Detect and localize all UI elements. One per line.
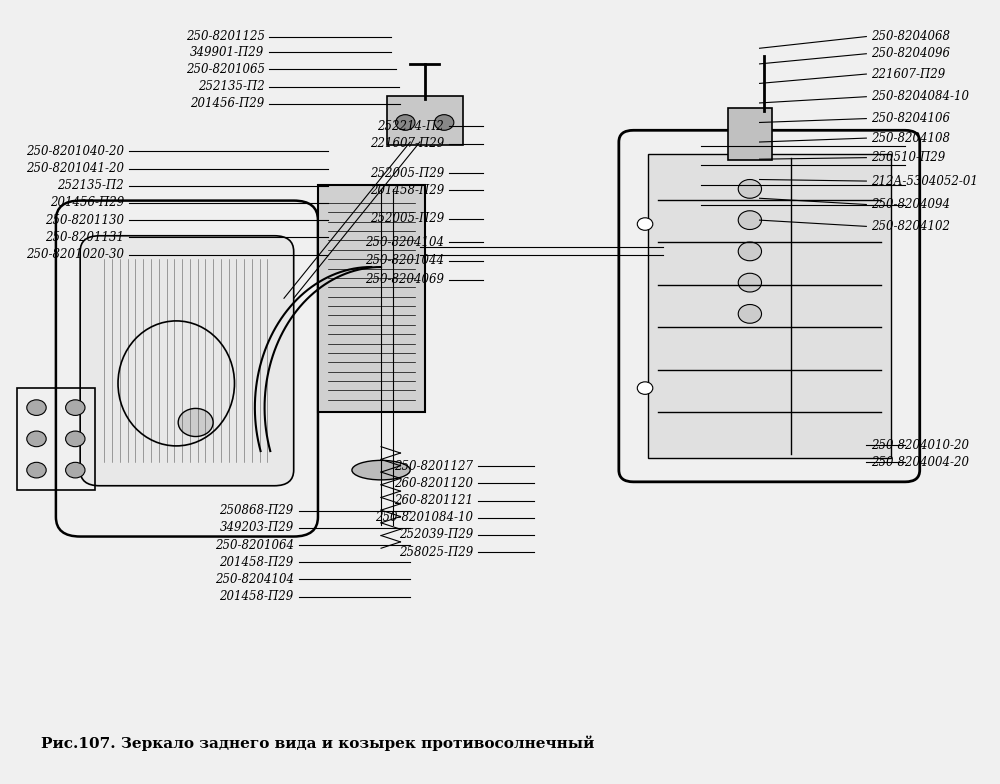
Text: 250-8204094: 250-8204094 <box>871 198 950 211</box>
Circle shape <box>738 242 762 261</box>
Text: 250-8201127: 250-8201127 <box>394 459 473 473</box>
Text: 201456-П29: 201456-П29 <box>190 97 265 111</box>
Text: 250-8201041-20: 250-8201041-20 <box>26 162 124 175</box>
Circle shape <box>396 114 415 130</box>
Text: 250-8201044: 250-8201044 <box>365 254 444 267</box>
Circle shape <box>66 463 85 478</box>
Text: 250510-П29: 250510-П29 <box>871 151 945 164</box>
Text: 250-8204108: 250-8204108 <box>871 132 950 144</box>
Text: 250-8204084-10: 250-8204084-10 <box>871 90 969 103</box>
Circle shape <box>738 211 762 230</box>
Text: 201458-П29: 201458-П29 <box>219 590 294 603</box>
Text: 201456-П29: 201456-П29 <box>50 197 124 209</box>
Text: 258025-П29: 258025-П29 <box>399 546 473 559</box>
Text: 250868-П29: 250868-П29 <box>219 504 294 517</box>
FancyBboxPatch shape <box>80 236 294 486</box>
Text: 250-8201125: 250-8201125 <box>186 30 265 43</box>
Text: 201458-П29: 201458-П29 <box>370 184 444 197</box>
Text: 250-8204096: 250-8204096 <box>871 47 950 60</box>
Text: 250-8201084-10: 250-8201084-10 <box>375 511 473 524</box>
Text: 260-8201121: 260-8201121 <box>394 494 473 507</box>
FancyBboxPatch shape <box>318 185 425 412</box>
Text: 349901-П29: 349901-П29 <box>190 45 265 59</box>
Circle shape <box>178 408 213 437</box>
Circle shape <box>738 274 762 292</box>
Text: 252214-П2: 252214-П2 <box>377 120 444 132</box>
Text: 250-8201130: 250-8201130 <box>45 213 124 227</box>
Text: 250-8204068: 250-8204068 <box>871 30 950 43</box>
Ellipse shape <box>352 460 410 480</box>
Circle shape <box>66 400 85 416</box>
Text: 250-8204010-20: 250-8204010-20 <box>871 438 969 452</box>
Text: 252005-П29: 252005-П29 <box>370 212 444 225</box>
Circle shape <box>27 431 46 447</box>
Circle shape <box>27 463 46 478</box>
Text: 250-8201064: 250-8201064 <box>215 539 294 552</box>
Text: 250-8204106: 250-8204106 <box>871 112 950 125</box>
Text: 221607-П29: 221607-П29 <box>370 137 444 150</box>
Text: 250-8201040-20: 250-8201040-20 <box>26 145 124 158</box>
Circle shape <box>738 180 762 198</box>
Circle shape <box>637 218 653 230</box>
Text: 250-8201131: 250-8201131 <box>45 230 124 244</box>
Text: 252135-П2: 252135-П2 <box>57 180 124 192</box>
Text: 221607-П29: 221607-П29 <box>871 67 945 81</box>
Text: 212А-5304052-01: 212А-5304052-01 <box>871 175 978 187</box>
Circle shape <box>637 382 653 394</box>
Circle shape <box>434 114 454 130</box>
Text: 250-8201020-30: 250-8201020-30 <box>26 248 124 261</box>
Text: 260-8201120: 260-8201120 <box>394 477 473 490</box>
Circle shape <box>66 431 85 447</box>
Text: 250-8204102: 250-8204102 <box>871 220 950 233</box>
Text: 250-8204069: 250-8204069 <box>365 273 444 286</box>
Text: 250-8204104: 250-8204104 <box>365 235 444 249</box>
FancyBboxPatch shape <box>648 154 891 459</box>
Text: 250-8204004-20: 250-8204004-20 <box>871 456 969 469</box>
Text: 250-8201065: 250-8201065 <box>186 63 265 76</box>
Text: 250-8204104: 250-8204104 <box>215 573 294 586</box>
Text: 201458-П29: 201458-П29 <box>219 556 294 569</box>
Circle shape <box>27 400 46 416</box>
Text: 349203-П29: 349203-П29 <box>219 521 294 535</box>
FancyBboxPatch shape <box>387 96 463 145</box>
Text: 252039-П29: 252039-П29 <box>399 528 473 542</box>
Text: 252135-П2: 252135-П2 <box>198 80 265 93</box>
FancyBboxPatch shape <box>728 108 772 160</box>
Text: 252005-П29: 252005-П29 <box>370 167 444 180</box>
Circle shape <box>738 304 762 323</box>
Text: Рис.107. Зеркало заднего вида и козырек противосолнечный: Рис.107. Зеркало заднего вида и козырек … <box>41 736 595 751</box>
